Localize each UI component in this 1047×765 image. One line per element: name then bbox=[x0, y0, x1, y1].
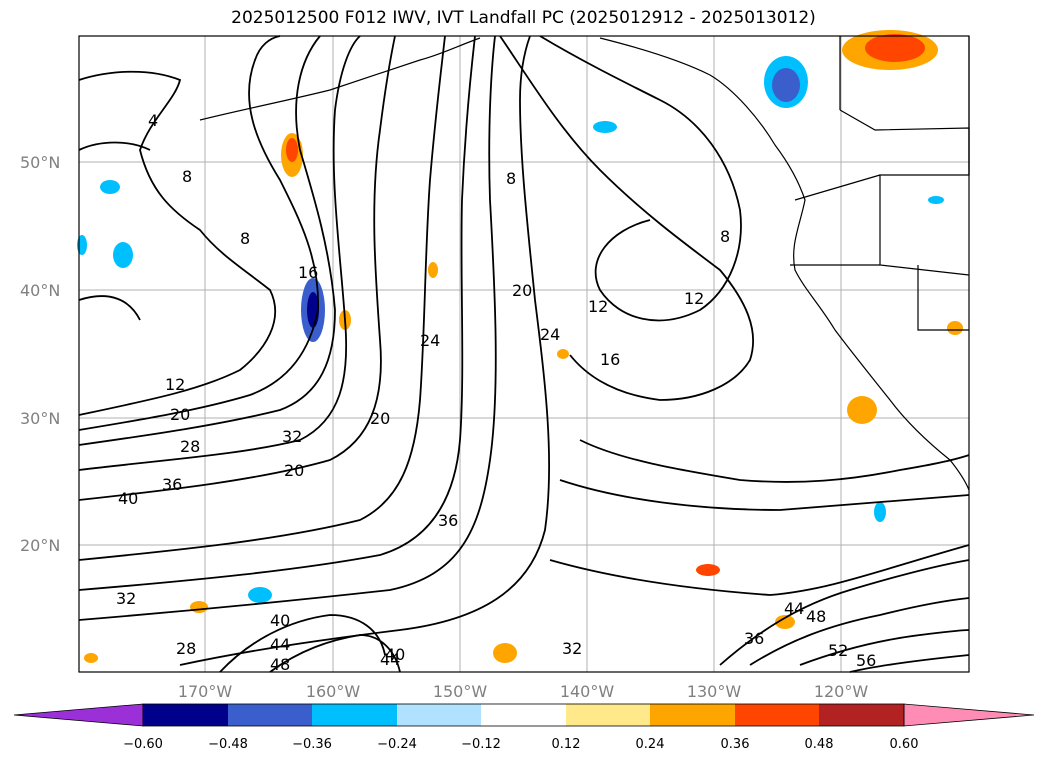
contour-label: 8 bbox=[240, 229, 250, 248]
contour-label: 20 bbox=[512, 281, 532, 300]
gridlines bbox=[79, 36, 969, 672]
lon-axis: 170°W 160°W 150°W 140°W 130°W 120°W bbox=[178, 682, 869, 701]
blue-anomaly bbox=[113, 242, 133, 268]
map-area: 4 8 8 8 8 12 12 12 16 16 20 20 20 20 24 … bbox=[77, 30, 970, 674]
contour-label: 16 bbox=[600, 350, 620, 369]
blue-anomaly bbox=[248, 587, 272, 603]
colorbar-label: 0.24 bbox=[636, 737, 665, 752]
colorbar-segment bbox=[312, 704, 397, 726]
colorbar-segment bbox=[903, 703, 1035, 727]
orange-anomaly bbox=[493, 643, 517, 663]
orange-anomaly bbox=[775, 615, 795, 629]
colorbar-label: 0.36 bbox=[721, 737, 750, 752]
lon-tick-label: 130°W bbox=[687, 682, 742, 701]
contour-label: 12 bbox=[588, 297, 608, 316]
contour-labels: 4 8 8 8 8 12 12 12 16 16 20 20 20 20 24 … bbox=[116, 111, 876, 674]
colorbar-label: −0.60 bbox=[123, 737, 163, 752]
colorbar-label: −0.36 bbox=[292, 737, 332, 752]
page-title: 2025012500 F012 IWV, IVT Landfall PC (20… bbox=[231, 8, 816, 28]
contour-label: 44 bbox=[380, 650, 400, 669]
lat-tick-label: 20°N bbox=[20, 536, 60, 555]
orange-anomaly bbox=[947, 321, 963, 335]
map-frame bbox=[78, 35, 970, 673]
colorbar-segment bbox=[13, 703, 144, 727]
orange-anomaly bbox=[847, 396, 877, 424]
contour-label: 24 bbox=[540, 325, 560, 344]
contour-label: 48 bbox=[270, 655, 290, 674]
colorbar-segment bbox=[566, 704, 650, 726]
orange-anomaly bbox=[286, 138, 298, 162]
contour-label: 12 bbox=[165, 375, 185, 394]
orange-anomaly bbox=[557, 349, 569, 359]
lon-tick-label: 170°W bbox=[178, 682, 233, 701]
orange-anomaly bbox=[428, 262, 438, 278]
blue-anomaly bbox=[928, 196, 944, 204]
colorbar-label: −0.24 bbox=[377, 737, 417, 752]
colorbar-segment bbox=[819, 704, 904, 726]
contour-label: 40 bbox=[270, 611, 290, 630]
orange-anomaly bbox=[865, 34, 925, 62]
colorbar-segment bbox=[650, 704, 735, 726]
lat-tick-label: 50°N bbox=[20, 153, 60, 172]
contour-label: 20 bbox=[170, 405, 190, 424]
contour-label: 12 bbox=[684, 289, 704, 308]
blue-anomaly bbox=[593, 121, 617, 133]
blue-anomaly bbox=[100, 180, 120, 194]
contour-label: 28 bbox=[180, 437, 200, 456]
colorbar-segment bbox=[735, 704, 819, 726]
pc-shading bbox=[77, 30, 963, 663]
contour-label: 32 bbox=[116, 589, 136, 608]
contour-label: 56 bbox=[856, 651, 876, 670]
contour-label: 48 bbox=[806, 607, 826, 626]
contour-label: 36 bbox=[162, 475, 182, 494]
contour-label: 32 bbox=[562, 639, 582, 658]
contour-label: 40 bbox=[118, 489, 138, 508]
colorbar-segment bbox=[397, 704, 481, 726]
colorbar-label: 0.60 bbox=[890, 737, 919, 752]
contour-label: 16 bbox=[298, 263, 318, 282]
contour-label: 8 bbox=[720, 227, 730, 246]
colorbar: −0.60 −0.48 −0.36 −0.24 −0.12 0.12 0.24 … bbox=[13, 703, 1035, 752]
contour-label: 36 bbox=[438, 511, 458, 530]
contour-label: 8 bbox=[506, 169, 516, 188]
colorbar-label: 0.12 bbox=[552, 737, 581, 752]
lon-tick-label: 140°W bbox=[560, 682, 615, 701]
contour-label: 20 bbox=[284, 461, 304, 480]
contour-label: 44 bbox=[270, 635, 290, 654]
colorbar-label: −0.12 bbox=[461, 737, 501, 752]
colorbar-segment bbox=[228, 704, 312, 726]
colorbar-label: 0.48 bbox=[805, 737, 834, 752]
contour-label: 24 bbox=[420, 331, 440, 350]
contour-label: 4 bbox=[148, 111, 158, 130]
contour-label: 52 bbox=[828, 641, 848, 660]
lon-tick-label: 150°W bbox=[433, 682, 488, 701]
blue-anomaly bbox=[772, 68, 800, 102]
lon-tick-label: 160°W bbox=[306, 682, 361, 701]
blue-anomaly bbox=[874, 502, 886, 522]
contour-label: 8 bbox=[182, 167, 192, 186]
lat-tick-label: 40°N bbox=[20, 281, 60, 300]
orange-anomaly bbox=[84, 653, 98, 663]
lon-tick-label: 120°W bbox=[814, 682, 869, 701]
contour-label: 40 bbox=[385, 645, 405, 664]
colorbar-segment bbox=[143, 704, 228, 726]
colorbar-label: −0.48 bbox=[208, 737, 248, 752]
contour-label: 28 bbox=[176, 639, 196, 658]
contour-label: 36 bbox=[744, 629, 764, 648]
orange-anomaly bbox=[190, 601, 208, 613]
lat-tick-label: 30°N bbox=[20, 409, 60, 428]
contour-label: 44 bbox=[784, 599, 804, 618]
lat-axis: 50°N 40°N 30°N 20°N bbox=[20, 153, 60, 555]
contour-label: 20 bbox=[370, 409, 390, 428]
iwv-contours bbox=[78, 35, 970, 673]
colorbar-segment bbox=[481, 704, 566, 726]
orange-anomaly bbox=[696, 564, 720, 576]
contour-label: 32 bbox=[282, 427, 302, 446]
